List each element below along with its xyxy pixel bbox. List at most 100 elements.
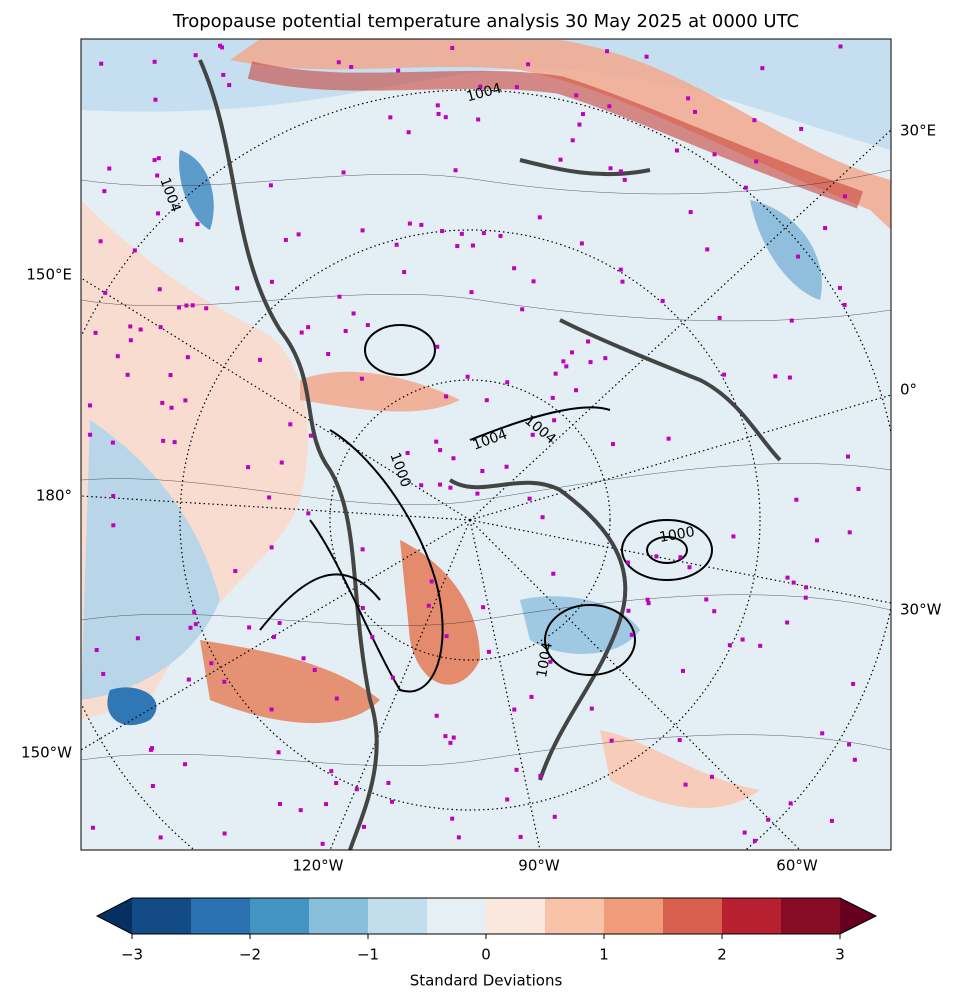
station-marker xyxy=(150,783,155,788)
station-marker xyxy=(678,555,683,560)
station-marker xyxy=(271,634,276,639)
station-marker xyxy=(553,371,558,376)
station-marker xyxy=(451,456,456,461)
station-marker xyxy=(429,579,434,584)
station-marker xyxy=(803,595,808,600)
station-marker xyxy=(269,545,274,550)
colorbar-bin xyxy=(663,898,723,934)
station-marker xyxy=(138,327,143,332)
station-marker xyxy=(686,96,691,101)
station-marker xyxy=(360,228,365,233)
station-marker xyxy=(604,49,609,54)
station-marker xyxy=(193,53,198,58)
station-marker xyxy=(443,115,448,120)
station-marker xyxy=(804,585,809,590)
station-marker xyxy=(752,838,757,843)
station-marker xyxy=(396,68,401,73)
station-marker xyxy=(692,109,697,114)
colorbar-bin xyxy=(545,898,605,934)
station-marker xyxy=(574,388,579,393)
station-marker xyxy=(451,735,456,740)
station-marker xyxy=(444,394,449,399)
station-marker xyxy=(561,359,566,364)
station-marker xyxy=(796,254,801,259)
station-marker xyxy=(760,66,765,71)
colorbar-bin xyxy=(250,898,310,934)
station-marker xyxy=(90,825,95,830)
map-title: Tropopause potential temperature analysi… xyxy=(172,11,799,32)
station-marker xyxy=(204,306,209,311)
station-marker xyxy=(155,173,160,178)
station-marker xyxy=(185,355,190,360)
station-marker xyxy=(341,170,346,175)
station-marker xyxy=(183,762,188,767)
station-marker xyxy=(683,782,688,787)
station-marker xyxy=(512,707,517,712)
station-marker xyxy=(538,773,543,778)
station-marker xyxy=(505,380,510,385)
station-marker xyxy=(740,637,745,642)
station-marker xyxy=(152,158,157,163)
station-marker xyxy=(530,432,535,437)
station-marker xyxy=(183,398,188,403)
station-marker xyxy=(276,750,281,755)
colorbar-tick-label: −3 xyxy=(121,946,143,964)
station-marker xyxy=(257,357,262,362)
station-marker xyxy=(629,632,634,637)
station-marker xyxy=(644,54,649,59)
station-marker xyxy=(476,117,481,122)
station-marker xyxy=(514,767,519,772)
station-marker xyxy=(455,244,460,249)
station-marker xyxy=(608,166,613,171)
station-marker xyxy=(110,440,115,445)
station-marker xyxy=(438,482,443,487)
station-marker xyxy=(386,780,391,785)
station-marker xyxy=(677,738,682,743)
station-marker xyxy=(111,494,116,499)
station-marker xyxy=(269,707,274,712)
station-marker xyxy=(754,159,759,164)
station-marker xyxy=(558,157,563,162)
station-marker xyxy=(448,740,453,745)
station-marker xyxy=(94,648,99,653)
station-marker xyxy=(478,84,483,89)
station-marker xyxy=(580,112,585,117)
station-marker xyxy=(646,601,651,606)
station-marker xyxy=(514,85,519,90)
station-marker xyxy=(622,177,627,182)
station-marker xyxy=(152,59,157,64)
station-marker xyxy=(306,325,311,330)
station-marker xyxy=(148,747,153,752)
colorbar-tick-label: 3 xyxy=(835,946,845,964)
station-marker xyxy=(365,323,370,328)
station-marker xyxy=(246,465,251,470)
station-marker xyxy=(453,168,458,173)
station-marker xyxy=(361,824,366,829)
station-marker xyxy=(343,328,348,333)
station-marker xyxy=(586,339,591,344)
station-marker xyxy=(475,491,480,496)
station-marker xyxy=(842,302,847,307)
station-marker xyxy=(552,418,557,423)
station-marker xyxy=(654,554,659,559)
station-marker xyxy=(283,237,288,242)
colorbar-bin xyxy=(486,898,546,934)
contour-label: 1004 xyxy=(534,641,556,679)
station-marker xyxy=(337,294,342,299)
station-marker xyxy=(607,104,612,109)
station-marker xyxy=(419,222,424,227)
station-marker xyxy=(852,757,857,762)
station-marker xyxy=(688,210,693,215)
station-marker xyxy=(788,801,793,806)
longitude-label: 30°E xyxy=(900,122,936,140)
colorbar-tick-label: −1 xyxy=(357,946,379,964)
station-marker xyxy=(518,834,523,839)
station-marker xyxy=(419,483,424,488)
station-marker xyxy=(184,303,189,308)
colorbar-bin xyxy=(604,898,664,934)
station-marker xyxy=(156,156,161,161)
station-marker xyxy=(847,530,852,535)
station-marker xyxy=(158,325,163,330)
station-marker xyxy=(268,183,273,188)
